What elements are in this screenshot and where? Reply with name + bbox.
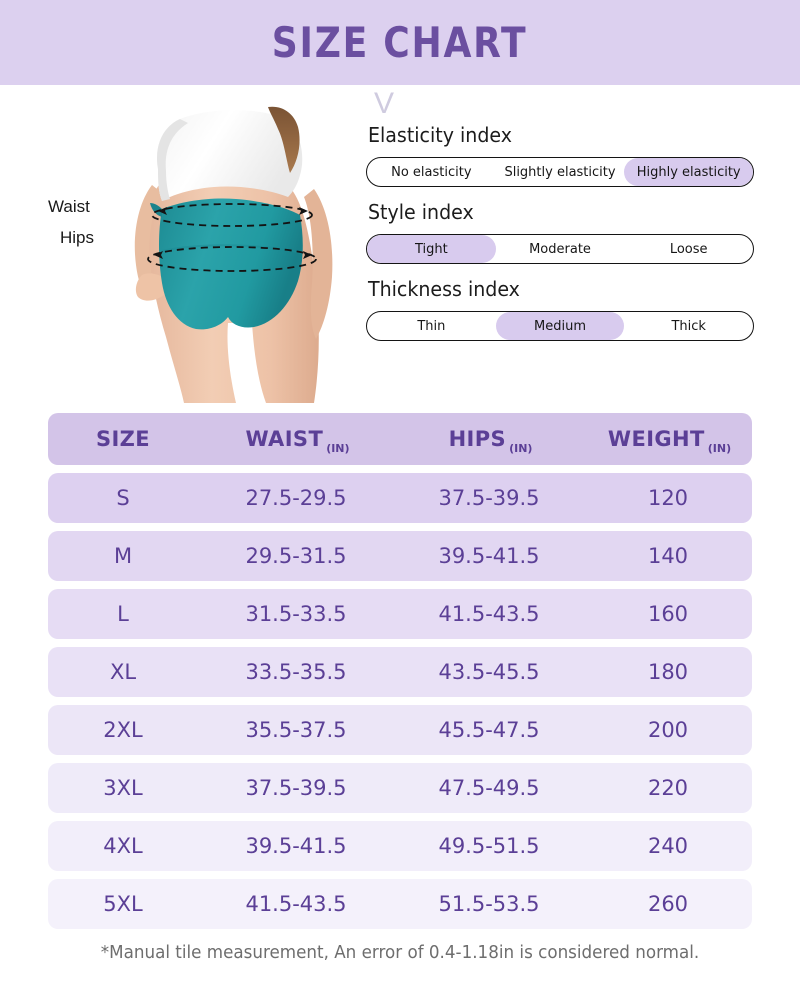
cell-weight: 240	[647, 834, 689, 858]
cell-weight: 180	[647, 660, 689, 684]
model-right-arm	[304, 189, 333, 339]
cell-size: M	[113, 544, 133, 568]
column-header-weight-label: WEIGHT	[607, 427, 705, 451]
index-panel: V Elasticity index No elasticity Slightl…	[366, 85, 758, 354]
cell-hips: 49.5-51.5	[438, 834, 540, 858]
cell-hips: 43.5-45.5	[438, 660, 540, 684]
cell-waist: 31.5-33.5	[245, 602, 347, 626]
style-index-group: Style index Tight Moderate Loose	[366, 200, 758, 264]
table-row: S 27.5-29.5 37.5-39.5 120	[48, 473, 752, 523]
cell-weight: 220	[647, 776, 689, 800]
style-index-title: Style index	[368, 200, 474, 224]
hips-arrow-right	[303, 251, 312, 259]
elasticity-index-group: Elasticity index No elasticity Slightly …	[366, 123, 758, 187]
page-title: SIZE CHART	[272, 18, 528, 67]
model-left-arm	[134, 185, 162, 299]
waist-arrow-left	[158, 207, 167, 215]
waist-label: Waist	[48, 197, 90, 216]
thickness-index-title: Thickness index	[368, 277, 520, 301]
column-header-hips-label: HIPS	[448, 427, 507, 451]
table-row: L 31.5-33.5 41.5-43.5 160	[48, 589, 752, 639]
cell-waist: 41.5-43.5	[245, 892, 347, 916]
table-row: 4XL 39.5-41.5 49.5-51.5 240	[48, 821, 752, 871]
elasticity-option-highly[interactable]: Highly elasticity	[624, 158, 753, 186]
cell-weight: 160	[647, 602, 689, 626]
hips-arrow-left	[154, 251, 163, 259]
table-header-row: SIZE WAIST (IN) HIPS (IN) WEIGHT (IN)	[48, 413, 752, 465]
product-photo-block: Waist Hips	[48, 85, 362, 403]
cell-hips: 39.5-41.5	[438, 544, 540, 568]
style-index-bar[interactable]: Tight Moderate Loose	[366, 234, 754, 264]
model-hair	[268, 106, 300, 173]
cell-hips: 37.5-39.5	[438, 486, 540, 510]
style-option-moderate[interactable]: Moderate	[529, 241, 591, 257]
waist-measure-ellipse	[151, 203, 313, 227]
column-header-waist-label: WAIST	[245, 427, 324, 451]
hips-measure-ellipse	[147, 246, 317, 272]
cell-weight: 120	[647, 486, 689, 510]
elasticity-option-no[interactable]: No elasticity	[391, 164, 472, 180]
thickness-option-thin[interactable]: Thin	[417, 318, 446, 334]
thickness-option-medium[interactable]: Medium	[495, 312, 625, 340]
column-header-hips-unit: (IN)	[509, 442, 533, 455]
cell-hips: 51.5-53.5	[438, 892, 540, 916]
size-table: SIZE WAIST (IN) HIPS (IN) WEIGHT (IN) S 27.5…	[48, 413, 752, 937]
column-header-size: SIZE	[95, 427, 151, 451]
table-body: S 27.5-29.5 37.5-39.5 120 M 29.5-31.5 39.5-41.…	[48, 473, 752, 929]
column-header-hips: HIPS (IN)	[394, 427, 584, 455]
waistband-flap	[150, 203, 162, 217]
cell-hips: 45.5-47.5	[438, 718, 540, 742]
chevron-down-icon: V	[374, 87, 396, 120]
model-hand	[135, 273, 171, 301]
page-header-banner: SIZE CHART	[0, 0, 800, 85]
table-row: 3XL 37.5-39.5 47.5-49.5 220	[48, 763, 752, 813]
table-row: 5XL 41.5-43.5 51.5-53.5 260	[48, 879, 752, 929]
waist-arrow-right	[299, 207, 308, 215]
crop-top-shadow	[156, 119, 188, 201]
table-row: M 29.5-31.5 39.5-41.5 140	[48, 531, 752, 581]
style-option-tight[interactable]: Tight	[367, 235, 496, 263]
measurement-labels: Waist Hips	[46, 85, 126, 403]
cell-weight: 140	[647, 544, 689, 568]
model-crop-top	[156, 110, 303, 201]
cell-size: 4XL	[103, 834, 143, 858]
cell-size: 2XL	[103, 718, 143, 742]
teal-briefs	[159, 198, 303, 330]
cell-size: L	[117, 602, 129, 626]
model-photo	[134, 106, 333, 403]
cell-waist: 37.5-39.5	[245, 776, 347, 800]
cell-waist: 27.5-29.5	[245, 486, 347, 510]
cell-size: XL	[109, 660, 137, 684]
upper-content-area: Waist Hips V Elasticity index No elastic…	[0, 85, 800, 405]
thickness-index-group: Thickness index Thin Medium Thick	[366, 277, 758, 341]
elasticity-index-title: Elasticity index	[368, 123, 512, 147]
cell-weight: 200	[647, 718, 689, 742]
thickness-option-thick[interactable]: Thick	[671, 318, 706, 334]
thickness-index-bar[interactable]: Thin Medium Thick	[366, 311, 754, 341]
elasticity-index-bar[interactable]: No elasticity Slightly elasticity Highly…	[366, 157, 754, 187]
table-row: 2XL 35.5-37.5 45.5-47.5 200	[48, 705, 752, 755]
cell-hips: 47.5-49.5	[438, 776, 540, 800]
cell-waist: 39.5-41.5	[245, 834, 347, 858]
elasticity-option-slightly[interactable]: Slightly elasticity	[504, 164, 616, 180]
cell-weight: 260	[647, 892, 689, 916]
cell-waist: 35.5-37.5	[245, 718, 347, 742]
cell-size: S	[116, 486, 130, 510]
cell-waist: 29.5-31.5	[245, 544, 347, 568]
cell-hips: 41.5-43.5	[438, 602, 540, 626]
hips-label: Hips	[60, 228, 95, 247]
column-header-weight-unit: (IN)	[707, 442, 732, 455]
column-header-waist-unit: (IN)	[326, 442, 350, 455]
cell-size: 5XL	[103, 892, 143, 916]
measurement-footnote: *Manual tile measurement, An error of 0.…	[100, 942, 700, 963]
column-header-waist: WAIST (IN)	[198, 427, 394, 455]
table-row: XL 33.5-35.5 43.5-45.5 180	[48, 647, 752, 697]
style-option-loose[interactable]: Loose	[669, 241, 708, 257]
cell-size: 3XL	[103, 776, 143, 800]
column-header-weight: WEIGHT (IN)	[584, 427, 752, 455]
cell-waist: 33.5-35.5	[245, 660, 347, 684]
